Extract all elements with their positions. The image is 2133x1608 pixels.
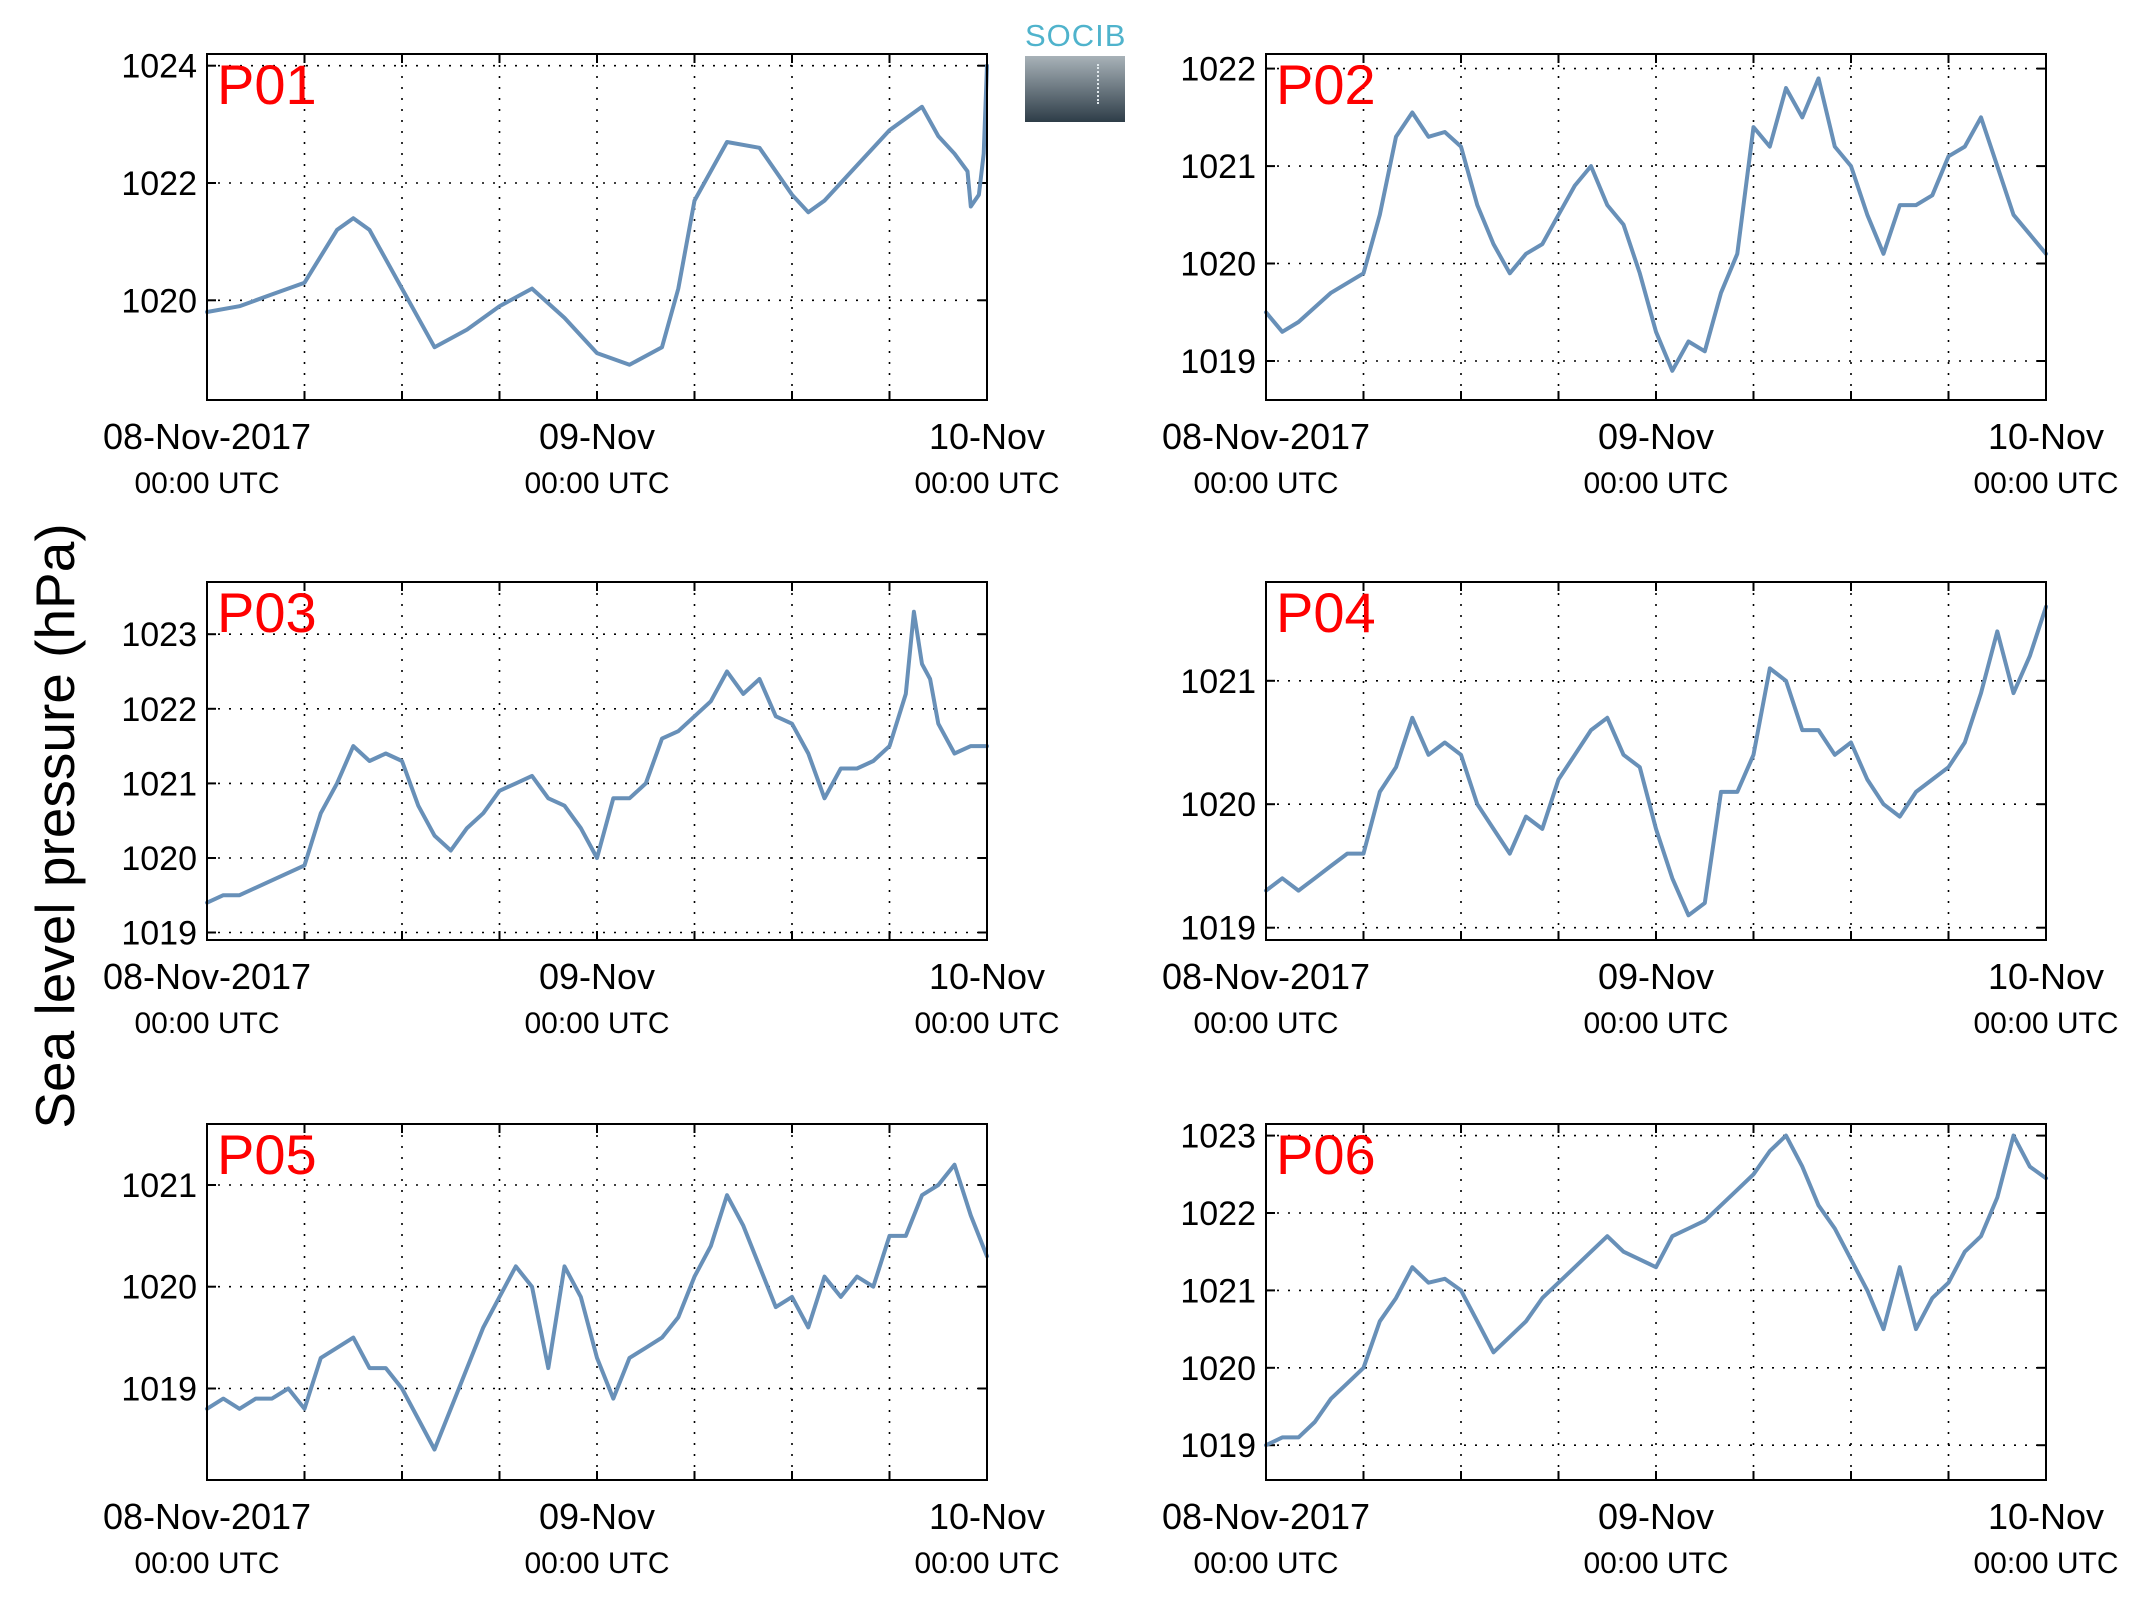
y-tick-label: 1021 — [1180, 1272, 1256, 1310]
x-tick-label-time: 00:00 UTC — [1193, 1547, 1338, 1580]
panel-label: P05 — [217, 1123, 317, 1186]
series-line — [1264, 604, 2048, 918]
series-line — [1264, 1133, 2048, 1448]
panel-p04: 1019 1020 1021 P04 08-Nov-2017 00:00 UTC 09-No… — [1162, 581, 2119, 1040]
x-tick-label-date: 09-Nov — [1598, 1496, 1714, 1537]
y-tick-label: 1019 — [121, 1371, 197, 1409]
x-tick-label-date: 10-Nov — [929, 416, 1045, 457]
y-tick-label: 1019 — [1180, 343, 1256, 381]
panel-label: P01 — [217, 53, 317, 116]
x-tick-label-date: 09-Nov — [539, 1496, 655, 1537]
y-axis-label: Sea level pressure (hPa) — [24, 523, 86, 1129]
x-tick-label-time: 00:00 UTC — [1973, 1547, 2118, 1580]
y-tick-label: 1023 — [121, 616, 197, 654]
x-tick-label-time: 00:00 UTC — [524, 467, 669, 500]
y-tick-label: 1022 — [121, 165, 197, 203]
axes-frame — [1265, 53, 2047, 401]
y-tick-label: 1020 — [1180, 246, 1256, 284]
y-tick-label: 1020 — [121, 1269, 197, 1307]
y-tick-label: 1020 — [1180, 1350, 1256, 1388]
x-tick-label-time: 00:00 UTC — [1193, 467, 1338, 500]
x-tick-label-time: 00:00 UTC — [134, 467, 279, 500]
x-tick-label-date: 09-Nov — [539, 956, 655, 997]
y-tick-label: 1019 — [1180, 1427, 1256, 1465]
y-tick-label: 1021 — [1180, 148, 1256, 186]
panel-p06: 1019 1020 1021 1022 1023 P06 08-Nov-2017 00:00 … — [1162, 1118, 2119, 1580]
series-line — [1264, 76, 2048, 373]
series-line — [205, 63, 989, 367]
x-tick-label-date: 10-Nov — [929, 956, 1045, 997]
y-tick-label: 1022 — [121, 691, 197, 729]
x-tick-label-date: 09-Nov — [1598, 416, 1714, 457]
y-tick-label: 1024 — [121, 48, 197, 86]
x-tick-label-date: 10-Nov — [1988, 1496, 2104, 1537]
y-tick-label: 1020 — [1180, 786, 1256, 824]
panel-label: P04 — [1276, 581, 1376, 644]
y-tick-label: 1022 — [1180, 1195, 1256, 1233]
x-tick-label-date: 08-Nov-2017 — [103, 416, 311, 457]
x-tick-label-time: 00:00 UTC — [914, 1007, 1059, 1040]
x-tick-label-date: 08-Nov-2017 — [1162, 1496, 1370, 1537]
panel-label: P03 — [217, 581, 317, 644]
axes-frame — [1265, 1123, 2047, 1481]
x-tick-label-time: 00:00 UTC — [1583, 1007, 1728, 1040]
panel-p03: 1019 1020 1021 1022 1023 P03 08-Nov-2017 00:00 … — [103, 581, 1060, 1040]
panel-p02: 1019 1020 1021 1022 P02 08-Nov-2017 00:00 UTC 0… — [1162, 51, 2119, 500]
panel-label: P02 — [1276, 53, 1376, 116]
socib-logo-text: SOCIB — [1025, 18, 1127, 53]
x-tick-label-time: 00:00 UTC — [134, 1547, 279, 1580]
panel-p01: 1020 1022 1024 P01 08-Nov-2017 00:00 UTC 09-No… — [103, 48, 1060, 500]
x-tick-label-time: 00:00 UTC — [1583, 1547, 1728, 1580]
x-tick-label-date: 10-Nov — [1988, 956, 2104, 997]
y-tick-label: 1021 — [1180, 663, 1256, 701]
x-tick-label-date: 08-Nov-2017 — [103, 956, 311, 997]
axes-frame — [206, 581, 988, 941]
x-tick-label-time: 00:00 UTC — [1583, 467, 1728, 500]
x-tick-label-date: 09-Nov — [539, 416, 655, 457]
y-tick-label: 1021 — [121, 765, 197, 803]
panel-label: P06 — [1276, 1123, 1376, 1186]
x-tick-label-time: 00:00 UTC — [524, 1007, 669, 1040]
socib-logo-graphic — [1025, 56, 1125, 122]
x-tick-label-time: 00:00 UTC — [1973, 1007, 2118, 1040]
socib-logo: SOCIB — [1025, 18, 1125, 122]
axes-frame — [206, 1123, 988, 1481]
y-tick-label: 1020 — [121, 840, 197, 878]
x-tick-label-date: 10-Nov — [1988, 416, 2104, 457]
x-tick-label-time: 00:00 UTC — [524, 1547, 669, 1580]
x-tick-label-time: 00:00 UTC — [1193, 1007, 1338, 1040]
y-tick-label: 1020 — [121, 282, 197, 320]
y-axis-label-container: Sea level pressure (hPa) — [0, 0, 120, 1608]
x-tick-label-time: 00:00 UTC — [134, 1007, 279, 1040]
x-tick-label-date: 09-Nov — [1598, 956, 1714, 997]
axes-frame — [206, 53, 988, 401]
series-line — [205, 1162, 989, 1452]
axes-frame — [1265, 581, 2047, 941]
y-tick-label: 1023 — [1180, 1118, 1256, 1156]
x-tick-label-date: 08-Nov-2017 — [1162, 416, 1370, 457]
x-tick-label-time: 00:00 UTC — [914, 467, 1059, 500]
x-tick-label-date: 10-Nov — [929, 1496, 1045, 1537]
x-tick-label-date: 08-Nov-2017 — [103, 1496, 311, 1537]
y-tick-label: 1019 — [1180, 910, 1256, 948]
y-tick-label: 1021 — [121, 1167, 197, 1205]
panel-p05: 1019 1020 1021 P05 08-Nov-2017 00:00 UTC 09-No… — [103, 1123, 1060, 1580]
y-tick-label: 1019 — [121, 915, 197, 953]
y-tick-label: 1022 — [1180, 51, 1256, 89]
x-tick-label-date: 08-Nov-2017 — [1162, 956, 1370, 997]
x-tick-label-time: 00:00 UTC — [914, 1547, 1059, 1580]
series-line — [205, 609, 989, 905]
x-tick-label-time: 00:00 UTC — [1973, 467, 2118, 500]
